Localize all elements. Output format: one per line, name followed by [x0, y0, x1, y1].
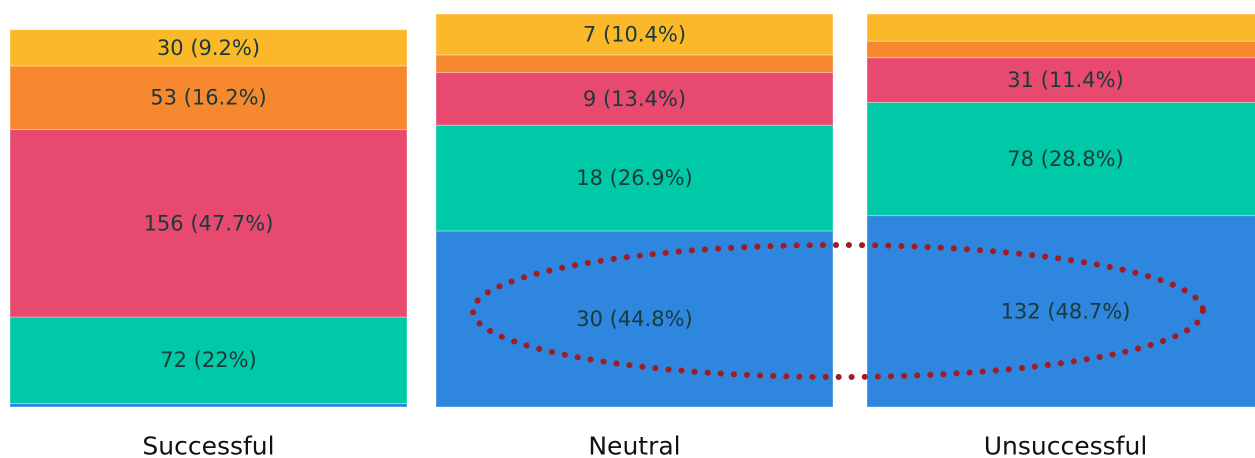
segment-label-neutral-1: 30 (44.8%)	[576, 307, 693, 331]
highlight-ellipse	[470, 242, 1206, 380]
segment-label-unsuccessful-2: 78 (28.8%)	[1007, 147, 1124, 171]
segment-label-neutral-2: 18 (26.9%)	[576, 166, 693, 190]
segment-label-successful-3: 156 (47.7%)	[144, 211, 274, 235]
bar-unsuccessful-segment-4	[866, 40, 1255, 59]
segment-label-successful-5: 30 (9.2%)	[157, 36, 260, 60]
category-label-successful: Successful	[142, 432, 274, 458]
category-label-neutral: Neutral	[588, 432, 680, 458]
bars-group	[9, 13, 1255, 408]
bar-successful-segment-2	[9, 316, 408, 404]
bar-unsuccessful-segment-3	[866, 57, 1255, 103]
bar-successful-segment-1	[9, 402, 408, 408]
segment-label-neutral-3: 9 (13.4%)	[583, 87, 686, 111]
bar-successful-segment-4	[9, 65, 408, 131]
bar-neutral-segment-4	[435, 54, 834, 74]
bar-neutral-segment-2	[435, 124, 834, 232]
segment-label-successful-2: 72 (22%)	[160, 348, 256, 372]
category-labels-group: Successful Neutral Unsuccessful	[142, 432, 1147, 458]
segment-label-unsuccessful-3: 31 (11.4%)	[1007, 68, 1124, 92]
bar-neutral-segment-3	[435, 72, 834, 126]
bar-successful-segment-5	[9, 29, 408, 67]
segment-labels-group: 72 (22%) 156 (47.7%) 53 (16.2%) 30 (9.2%) 30…	[144, 22, 1131, 372]
bar-unsuccessful-segment-5	[866, 13, 1255, 42]
segment-label-successful-4: 53 (16.2%)	[150, 86, 267, 110]
segment-label-neutral-5: 7 (10.4%)	[583, 22, 686, 46]
bar-neutral-segment-5	[435, 13, 834, 56]
segment-label-unsuccessful-1: 132 (48.7%)	[1001, 299, 1131, 323]
bar-successful-segment-3	[9, 129, 408, 318]
category-label-unsuccessful: Unsuccessful	[984, 432, 1148, 458]
